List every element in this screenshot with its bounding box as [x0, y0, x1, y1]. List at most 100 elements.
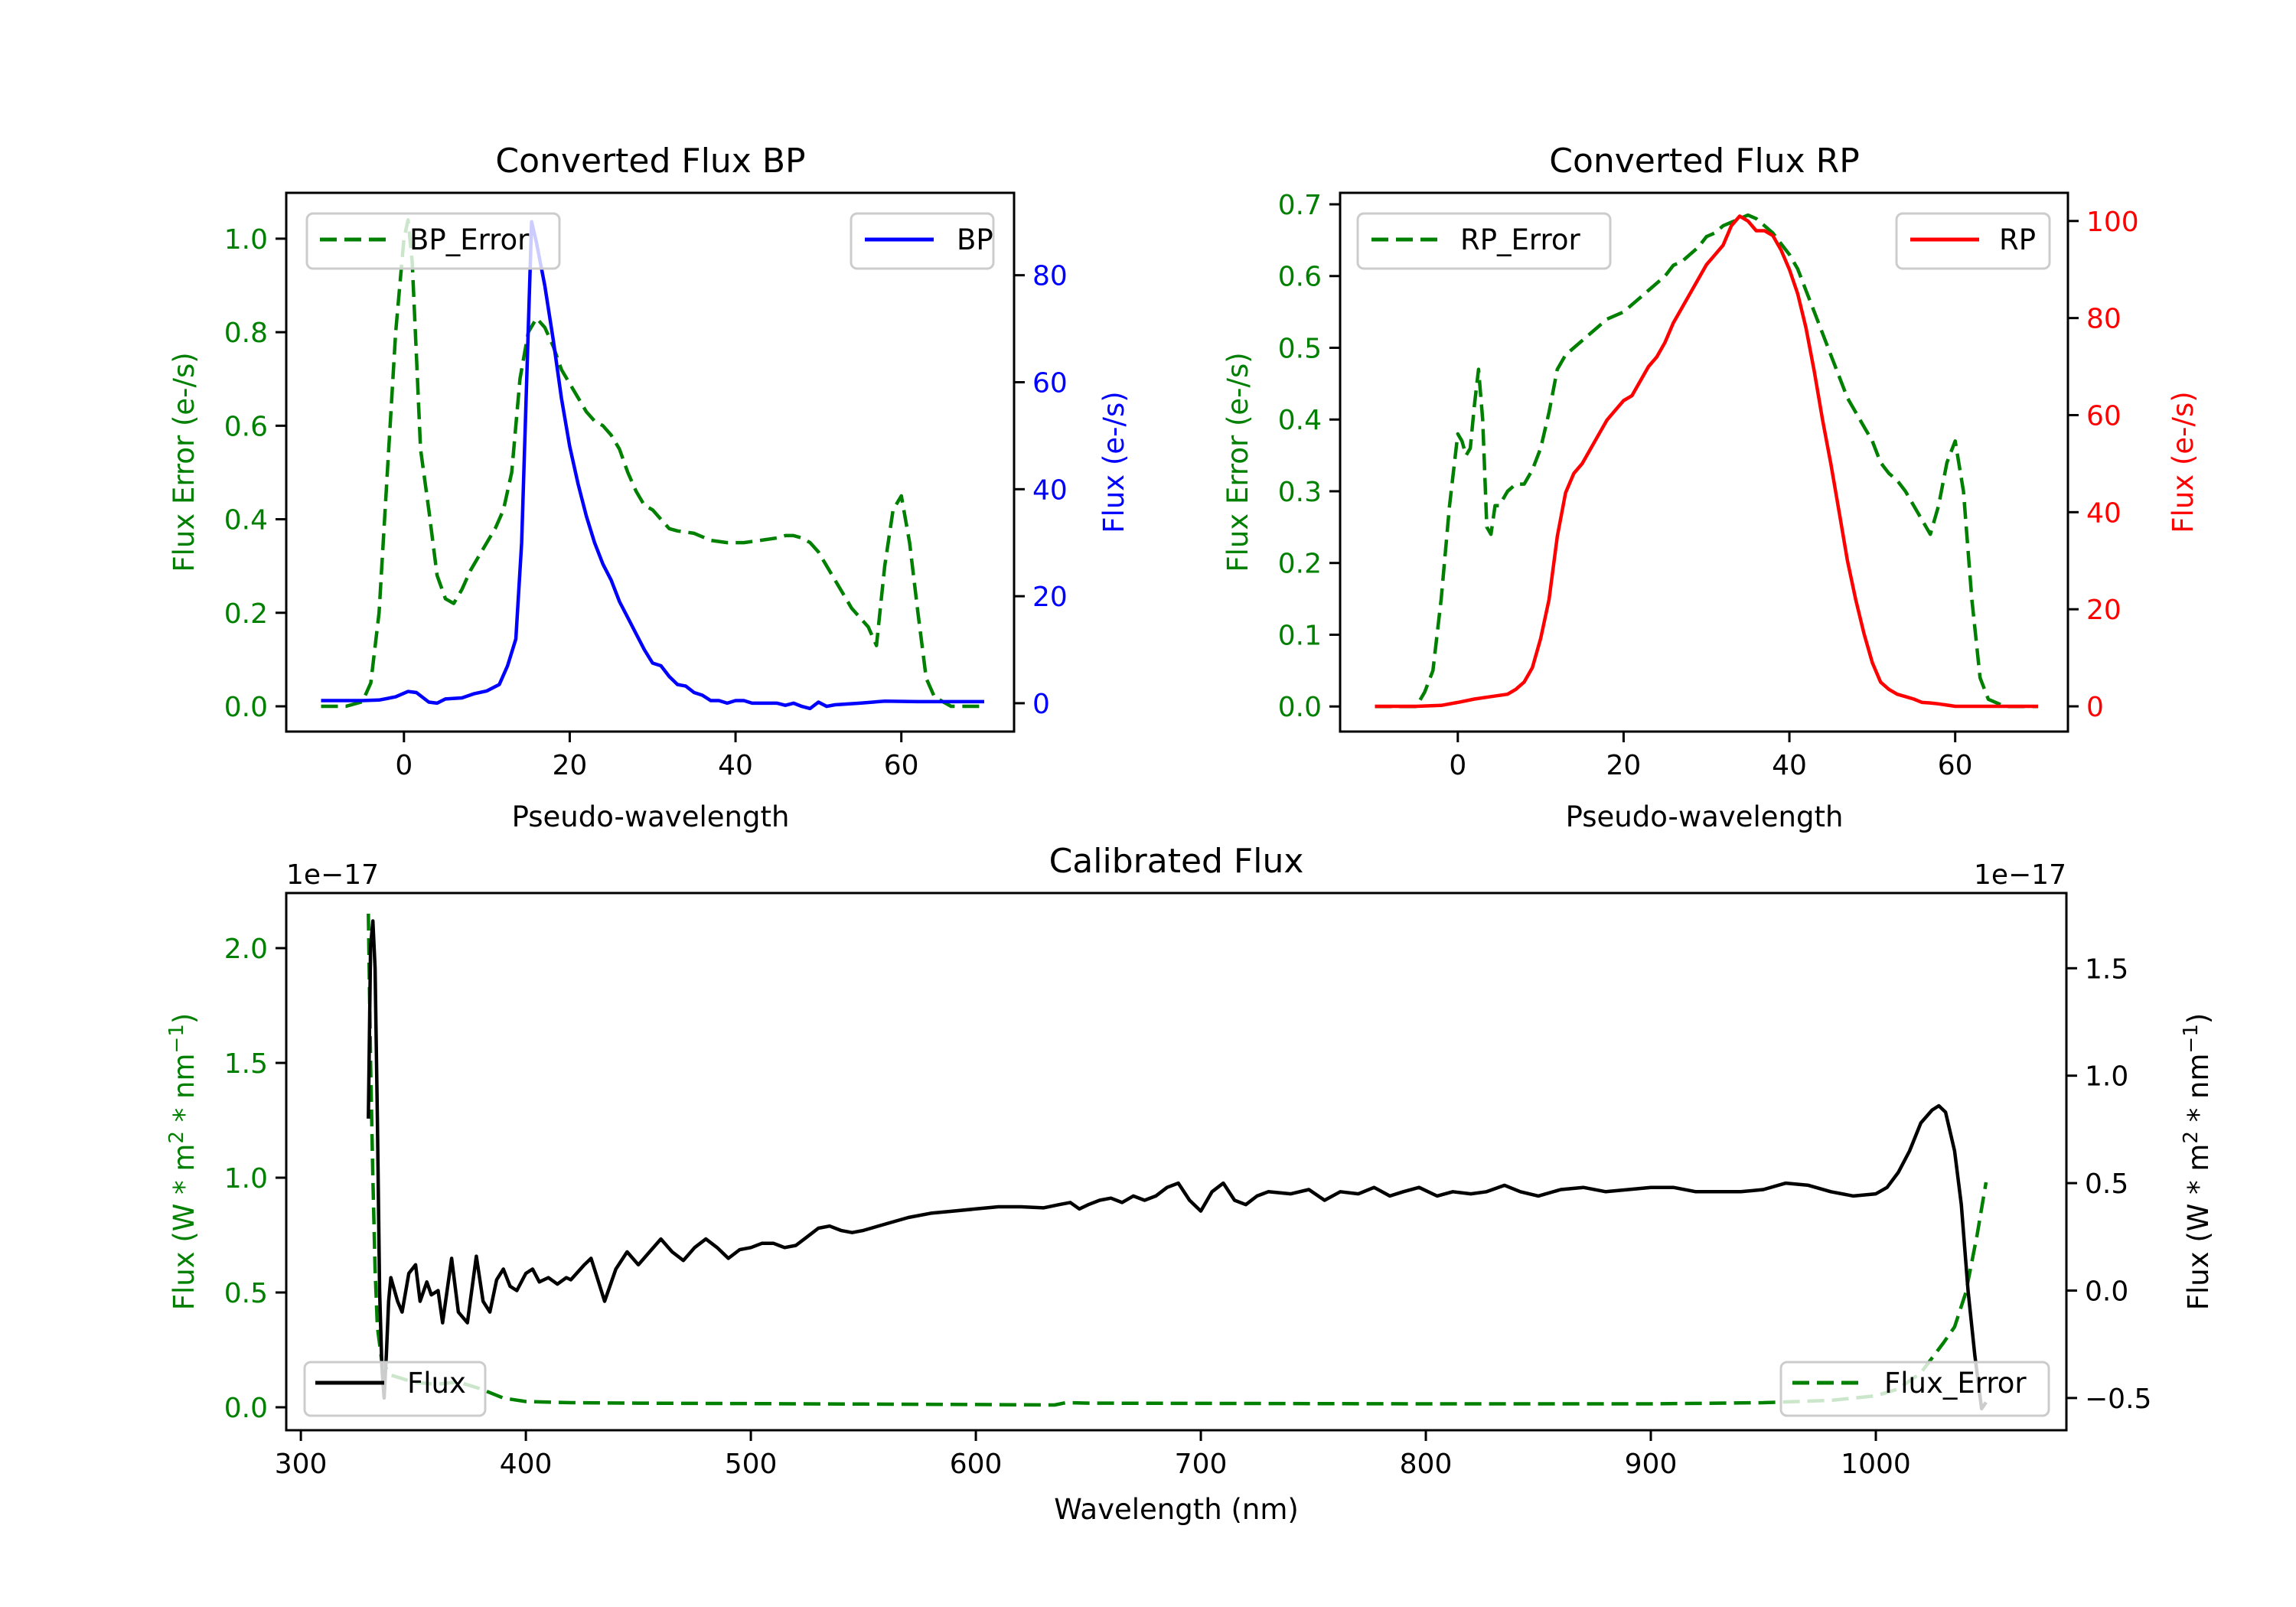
bp-x-label: Pseudo-wavelength — [512, 800, 790, 833]
bp-x-tick-label: 20 — [553, 750, 588, 781]
calibrated-right-y-tick-label: 1.5 — [2085, 953, 2128, 985]
bp-x-tick-label: 0 — [395, 750, 413, 781]
rp-legend-flux[interactable]: RP — [1895, 212, 2051, 270]
calibrated-left-y-label-sup2: 2 — [165, 1131, 188, 1144]
bp-right-y-label: Flux (e-/s) — [1097, 391, 1130, 533]
rp-x-tick-label: 20 — [1606, 750, 1642, 781]
bp-legend-flux-label: BP — [957, 223, 993, 256]
rp-left-y-tick-label: 0.2 — [1278, 549, 1322, 580]
calibrated-x-tick-label: 300 — [275, 1449, 328, 1480]
rp-right-y-label: Flux (e-/s) — [2167, 391, 2200, 533]
bp-right-y-tick-label: 40 — [1032, 474, 1068, 506]
rp-left-y-tick-label: 0.1 — [1278, 620, 1322, 651]
calibrated-right-y-tick-label: 1.0 — [2085, 1061, 2128, 1093]
rp-left-y-tick-label: 0.0 — [1278, 692, 1322, 723]
rp-left-y-ticks: 0.0 0.1 0.2 0.3 0.4 0.5 0.6 0.7 — [1278, 190, 1340, 723]
bp-series-bp-line — [321, 220, 984, 711]
bp-series-bp-error-line — [321, 218, 984, 709]
rp-left-y-tick-label: 0.4 — [1278, 405, 1322, 436]
rp-x-tick-label: 0 — [1449, 750, 1466, 781]
calibrated-left-y-tick-label: 1.0 — [224, 1163, 268, 1195]
rp-right-y-tick-label: 20 — [2086, 595, 2122, 626]
calibrated-right-y-label-text: Flux (W * m — [2182, 1144, 2215, 1311]
bp-left-y-tick-label: 0.2 — [224, 598, 268, 630]
rp-series-layer — [1375, 213, 2038, 709]
calibrated-right-y-label: Flux (W * m2 * nm−1) — [2180, 1013, 2215, 1311]
calibrated-legend-flux[interactable]: Flux — [303, 1361, 487, 1417]
calibrated-left-y-tick-label: 0.0 — [224, 1393, 268, 1424]
calibrated-x-tick-label: 900 — [1625, 1449, 1678, 1480]
bp-subplot: Converted Flux BP 0 20 40 60 0.00.20.40.60.… — [168, 142, 1130, 833]
calibrated-series-flux-line — [367, 919, 1988, 1411]
bp-left-y-tick-label: 1.0 — [224, 224, 268, 256]
calibrated-right-y-tick-label: 0.0 — [2085, 1276, 2128, 1307]
calibrated-x-label: Wavelength (nm) — [1054, 1493, 1299, 1526]
bp-title: Converted Flux BP — [495, 142, 805, 181]
bp-axes-frame — [285, 191, 1016, 733]
rp-left-y-tick-label: 0.5 — [1278, 333, 1322, 364]
bp-legend-error-box — [305, 212, 561, 270]
calibrated-x-tick-label: 400 — [500, 1449, 553, 1480]
bp-legend-flux[interactable]: BP — [850, 212, 995, 270]
calibrated-subplot: Calibrated Flux 1e−17 1e−17 300 400 500 600… — [165, 842, 2215, 1526]
bp-left-y-tick-label: 0.6 — [224, 411, 268, 442]
bp-left-y-tick-label: 0.8 — [224, 318, 268, 349]
rp-legend-error[interactable]: RP_Error — [1356, 212, 1612, 270]
calibrated-title: Calibrated Flux — [1049, 842, 1304, 881]
rp-right-y-tick-label: 100 — [2086, 207, 2139, 238]
calibrated-left-offset: 1e−17 — [286, 859, 379, 891]
calibrated-right-y-label-supm1: −1 — [2180, 1024, 2203, 1053]
calibrated-x-tick-label: 1000 — [1841, 1449, 1911, 1480]
calibrated-left-y-label-supm1: −1 — [165, 1024, 188, 1053]
rp-right-y-tick-label: 0 — [2086, 692, 2104, 723]
calibrated-legend-error[interactable]: Flux_Error — [1779, 1361, 2050, 1417]
calibrated-left-y-ticks: 0.0 0.5 1.0 1.5 2.0 — [224, 934, 286, 1424]
bp-x-tick-label: 40 — [718, 750, 753, 781]
rp-series-rp-error-line — [1375, 213, 2038, 709]
rp-left-y-tick-label: 0.6 — [1278, 262, 1322, 293]
calibrated-right-offset: 1e−17 — [1974, 859, 2066, 891]
rp-legend-error-label: RP_Error — [1460, 223, 1580, 256]
rp-axes-frame — [1339, 191, 2069, 733]
bp-right-y-ticks: 0 20 40 60 80 — [1014, 261, 1068, 720]
rp-left-y-tick-label: 0.7 — [1278, 190, 1322, 221]
bp-x-tick-label: 60 — [884, 750, 919, 781]
calibrated-left-y-tick-label: 0.5 — [224, 1278, 268, 1309]
rp-x-ticks: 0 20 40 60 — [1449, 732, 1973, 781]
bp-left-y-ticks: 0.0 0.2 0.4 0.6 0.8 1.0 — [224, 224, 286, 723]
calibrated-left-y-label-text: Flux (W * m — [168, 1144, 201, 1311]
bp-left-y-tick-label: 0.0 — [224, 692, 268, 723]
rp-legend-error-box — [1356, 212, 1612, 270]
rp-left-y-tick-label: 0.3 — [1278, 477, 1322, 508]
calibrated-left-y-tick-label: 2.0 — [224, 934, 268, 965]
calibrated-x-tick-label: 800 — [1400, 1449, 1453, 1480]
bp-left-y-label: Flux Error (e-/s) — [168, 352, 201, 572]
calibrated-right-y-tick-label: 0.5 — [2085, 1169, 2128, 1200]
rp-series-rp-line — [1375, 214, 2038, 709]
rp-right-y-tick-label: 40 — [2086, 497, 2122, 529]
calibrated-right-y-label-sup2: 2 — [2180, 1131, 2203, 1144]
calibrated-x-tick-label: 500 — [725, 1449, 778, 1480]
calibrated-left-y-label: Flux (W * m2 * nm−1) — [165, 1013, 201, 1311]
calibrated-x-ticks: 300 400 500 600 700 800 900 1000 — [275, 1430, 1911, 1480]
calibrated-left-y-label-mid: * nm — [168, 1053, 201, 1131]
rp-x-label: Pseudo-wavelength — [1566, 800, 1844, 833]
rp-legend-flux-label: RP — [1999, 223, 2036, 256]
rp-title: Converted Flux RP — [1549, 142, 1860, 181]
bp-legend-error[interactable]: BP_Error — [305, 212, 561, 270]
bp-legend-error-label: BP_Error — [409, 223, 530, 256]
bp-right-y-tick-label: 80 — [1032, 261, 1068, 292]
calibrated-x-tick-label: 700 — [1175, 1449, 1228, 1480]
bp-right-y-tick-label: 60 — [1032, 367, 1068, 399]
rp-right-y-ticks: 0 20 40 60 80 100 — [2068, 207, 2139, 723]
rp-x-tick-label: 60 — [1938, 750, 1973, 781]
calibrated-x-tick-label: 600 — [950, 1449, 1003, 1480]
calibrated-legend-error-label: Flux_Error — [1884, 1367, 2027, 1400]
rp-x-tick-label: 40 — [1772, 750, 1807, 781]
calibrated-right-y-label-close: ) — [2182, 1013, 2215, 1024]
bp-x-ticks: 0 20 40 60 — [395, 732, 919, 781]
calibrated-left-y-label-close: ) — [168, 1013, 201, 1024]
bp-right-y-tick-label: 0 — [1032, 689, 1050, 720]
bp-series-layer — [321, 218, 984, 711]
